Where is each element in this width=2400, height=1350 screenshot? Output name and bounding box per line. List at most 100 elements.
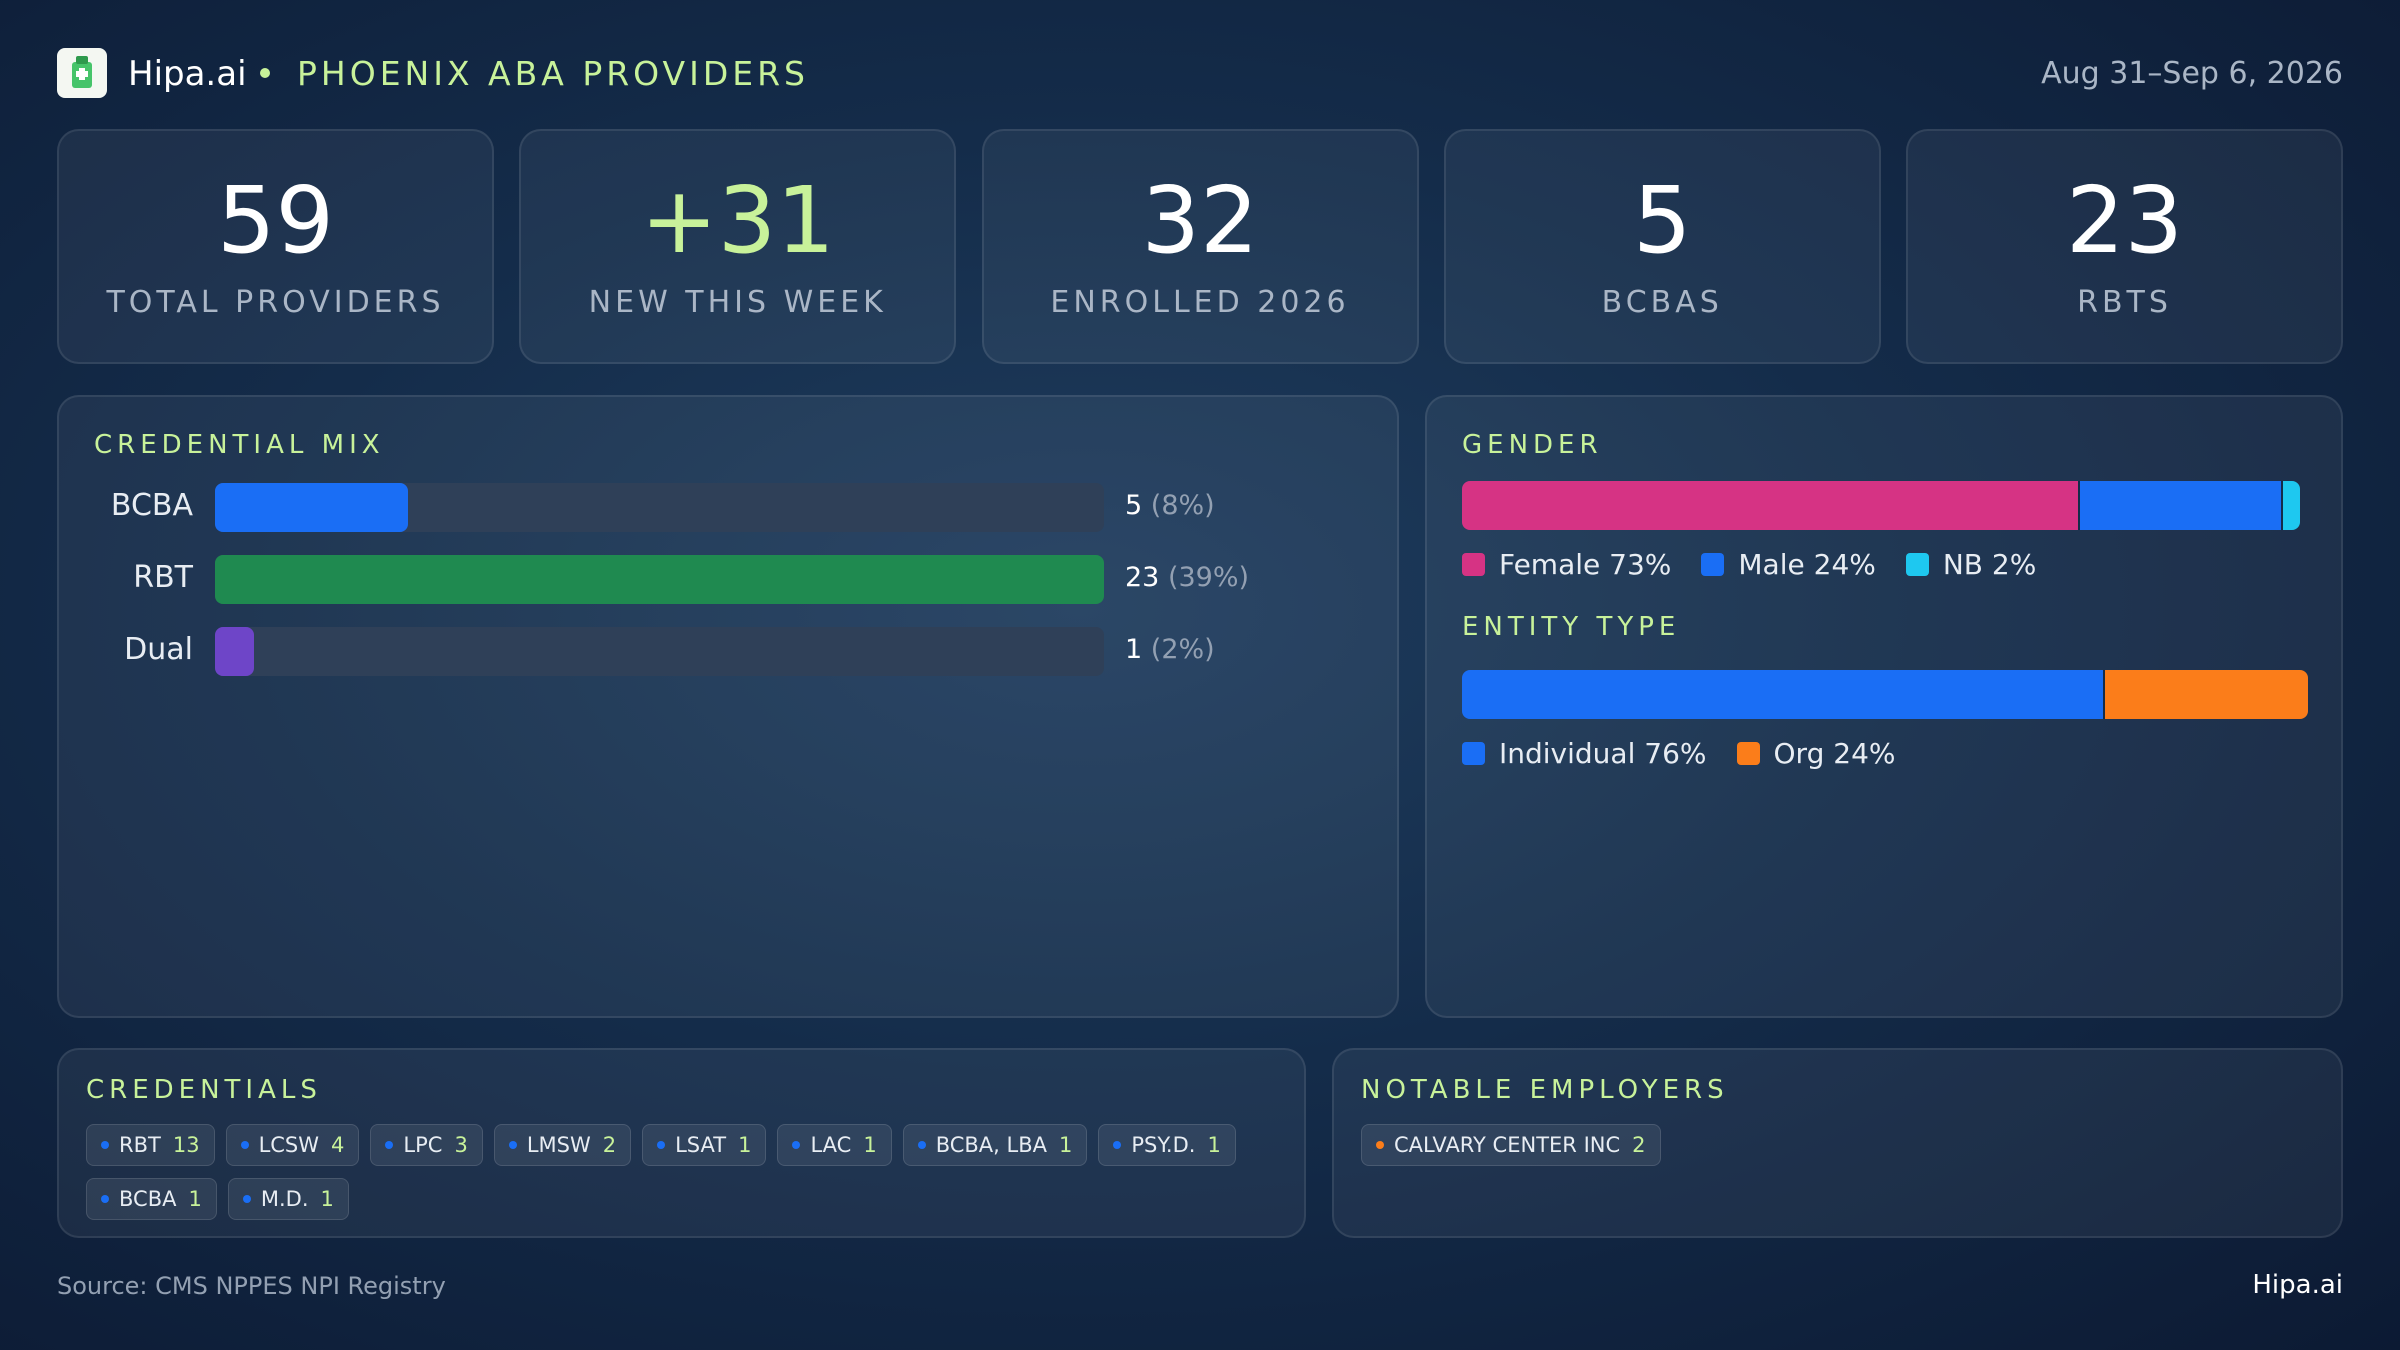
chip-count: 1 bbox=[738, 1133, 752, 1157]
chip-count: 2 bbox=[602, 1133, 617, 1157]
row-label: BCBA bbox=[110, 488, 193, 523]
legend-swatch bbox=[1701, 553, 1725, 576]
chip-count: 1 bbox=[320, 1187, 334, 1211]
chip: LAC 1 bbox=[777, 1124, 892, 1166]
bar bbox=[215, 627, 254, 676]
chip-count: 1 bbox=[1058, 1133, 1073, 1157]
kpi-value: +31 bbox=[640, 167, 835, 274]
legend-name: NB bbox=[1942, 548, 1984, 581]
chip-dot bbox=[385, 1141, 394, 1149]
chip-dot bbox=[657, 1141, 666, 1149]
employers-panel: NOTABLE EMPLOYERS CALVARY CENTER INC 2 bbox=[1332, 1048, 2343, 1238]
legend-text: Female 73% bbox=[1499, 548, 1671, 581]
logo bbox=[57, 48, 107, 98]
chip-dot bbox=[242, 1195, 251, 1203]
kpi-card: 5 BCBAS bbox=[1443, 129, 1881, 364]
panel-title: CREDENTIAL MIX bbox=[94, 430, 385, 460]
legend-text: Individual 76% bbox=[1499, 737, 1707, 770]
chip-name: LSAT bbox=[675, 1133, 727, 1157]
panel-title: NOTABLE EMPLOYERS bbox=[1361, 1075, 1729, 1105]
chip-dot bbox=[792, 1141, 801, 1149]
legend-value: 2% bbox=[1991, 548, 2037, 581]
credential-mix-panel: CREDENTIAL MIX BCBA 5 (8%) RBT 23 (39%) Dual… bbox=[57, 395, 1399, 1018]
legend: Female 73% Male 24% NB 2% bbox=[1462, 548, 2036, 581]
chip-count: 1 bbox=[863, 1133, 877, 1157]
chip-dot bbox=[1376, 1141, 1384, 1149]
row-label: RBT bbox=[133, 560, 193, 595]
bar-track bbox=[215, 627, 1104, 676]
dashboard-title: PHOENIX ABA PROVIDERS bbox=[297, 54, 810, 93]
legend-value: 24% bbox=[1813, 548, 1876, 581]
chip-name: PSY.D. bbox=[1131, 1133, 1196, 1157]
panel-title: GENDER bbox=[1462, 430, 1603, 460]
kpi-label: ENROLLED 2026 bbox=[1050, 285, 1350, 320]
chip-name: M.D. bbox=[260, 1187, 309, 1211]
legend-swatch bbox=[1905, 553, 1929, 576]
chip: BCBA, LBA 1 bbox=[902, 1124, 1088, 1166]
bar-track bbox=[215, 555, 1104, 604]
bar-segment bbox=[2283, 481, 2300, 530]
legend-name: Female bbox=[1499, 548, 1601, 581]
chip-dot bbox=[917, 1141, 926, 1149]
panel-title: ENTITY TYPE bbox=[1462, 612, 1681, 642]
legend-item: Org 24% bbox=[1736, 737, 1896, 770]
chip: PSY.D. 1 bbox=[1098, 1124, 1236, 1166]
legend-text: Male 24% bbox=[1738, 548, 1875, 581]
bar-segment bbox=[1462, 481, 2080, 530]
legend: Individual 76% Org 24% bbox=[1462, 737, 1896, 770]
chip-list: RBT 13 LCSW 4 LPC 3 LMSW 2 LSAT 1 LAC 1 BCBA, LBA 1 PS… bbox=[86, 1124, 1276, 1220]
kpi-card: +31 NEW THIS WEEK bbox=[519, 129, 957, 364]
chip-count: 2 bbox=[1632, 1133, 1646, 1157]
legend-text: NB 2% bbox=[1943, 548, 2036, 581]
chip-name: LAC bbox=[810, 1133, 852, 1157]
legend-item: Female 73% bbox=[1462, 548, 1671, 581]
bar-segment bbox=[1462, 670, 2105, 719]
stacked-bar bbox=[1462, 481, 2300, 530]
chip-name: LPC bbox=[403, 1133, 443, 1157]
footer-brand: Hipa.ai bbox=[2252, 1270, 2343, 1300]
brand: Hipa.ai bbox=[128, 54, 247, 94]
value-label: 23 (39%) bbox=[1125, 562, 1249, 593]
legend-swatch bbox=[1462, 553, 1485, 576]
count: 1 bbox=[1125, 634, 1143, 665]
bar-segment bbox=[2079, 481, 2284, 530]
share: (2%) bbox=[1150, 634, 1215, 665]
chip: LPC 3 bbox=[370, 1124, 483, 1166]
source: Source: CMS NPPES NPI Registry bbox=[57, 1272, 446, 1300]
share: (39%) bbox=[1167, 562, 1250, 593]
legend-value: 73% bbox=[1609, 548, 1672, 581]
kpi-label: BCBAS bbox=[1601, 285, 1723, 320]
chip-count: 13 bbox=[172, 1133, 200, 1157]
chip-count: 4 bbox=[331, 1133, 345, 1157]
chip-dot bbox=[1113, 1141, 1122, 1149]
kpi-value: 32 bbox=[1141, 167, 1259, 274]
value-label: 1 (2%) bbox=[1125, 634, 1215, 665]
kpi-label: TOTAL PROVIDERS bbox=[106, 285, 445, 320]
chip: RBT 13 bbox=[86, 1124, 215, 1166]
chip-count: 1 bbox=[188, 1187, 202, 1211]
kpi-label: RBTS bbox=[2077, 285, 2172, 320]
chip-count: 3 bbox=[454, 1133, 468, 1157]
chip: CALVARY CENTER INC 2 bbox=[1361, 1124, 1661, 1166]
kpi-value: 5 bbox=[1632, 167, 1692, 274]
chip: M.D. 1 bbox=[227, 1178, 349, 1220]
row-label: Dual bbox=[124, 632, 193, 667]
chip: LMSW 2 bbox=[493, 1124, 632, 1166]
kpi-card: 23 RBTS bbox=[1906, 129, 2343, 364]
legend-name: Male bbox=[1738, 548, 1805, 581]
bar-segment bbox=[2104, 670, 2308, 719]
chip: LSAT 1 bbox=[642, 1124, 767, 1166]
chip-dot bbox=[101, 1141, 109, 1149]
legend-text: Org 24% bbox=[1774, 737, 1896, 770]
chip-dot bbox=[508, 1141, 517, 1149]
kpi-card: 32 ENROLLED 2026 bbox=[981, 129, 1419, 364]
chip-name: LMSW bbox=[526, 1133, 591, 1157]
bar bbox=[215, 555, 1104, 604]
chip-name: CALVARY CENTER INC bbox=[1394, 1133, 1621, 1157]
legend-value: 24% bbox=[1833, 737, 1896, 770]
count: 23 bbox=[1125, 562, 1160, 593]
chip-name: BCBA bbox=[119, 1187, 177, 1211]
legend-value: 76% bbox=[1644, 737, 1707, 770]
date-range: Aug 31–Sep 6, 2026 bbox=[2041, 56, 2343, 91]
share: (8%) bbox=[1150, 490, 1215, 521]
